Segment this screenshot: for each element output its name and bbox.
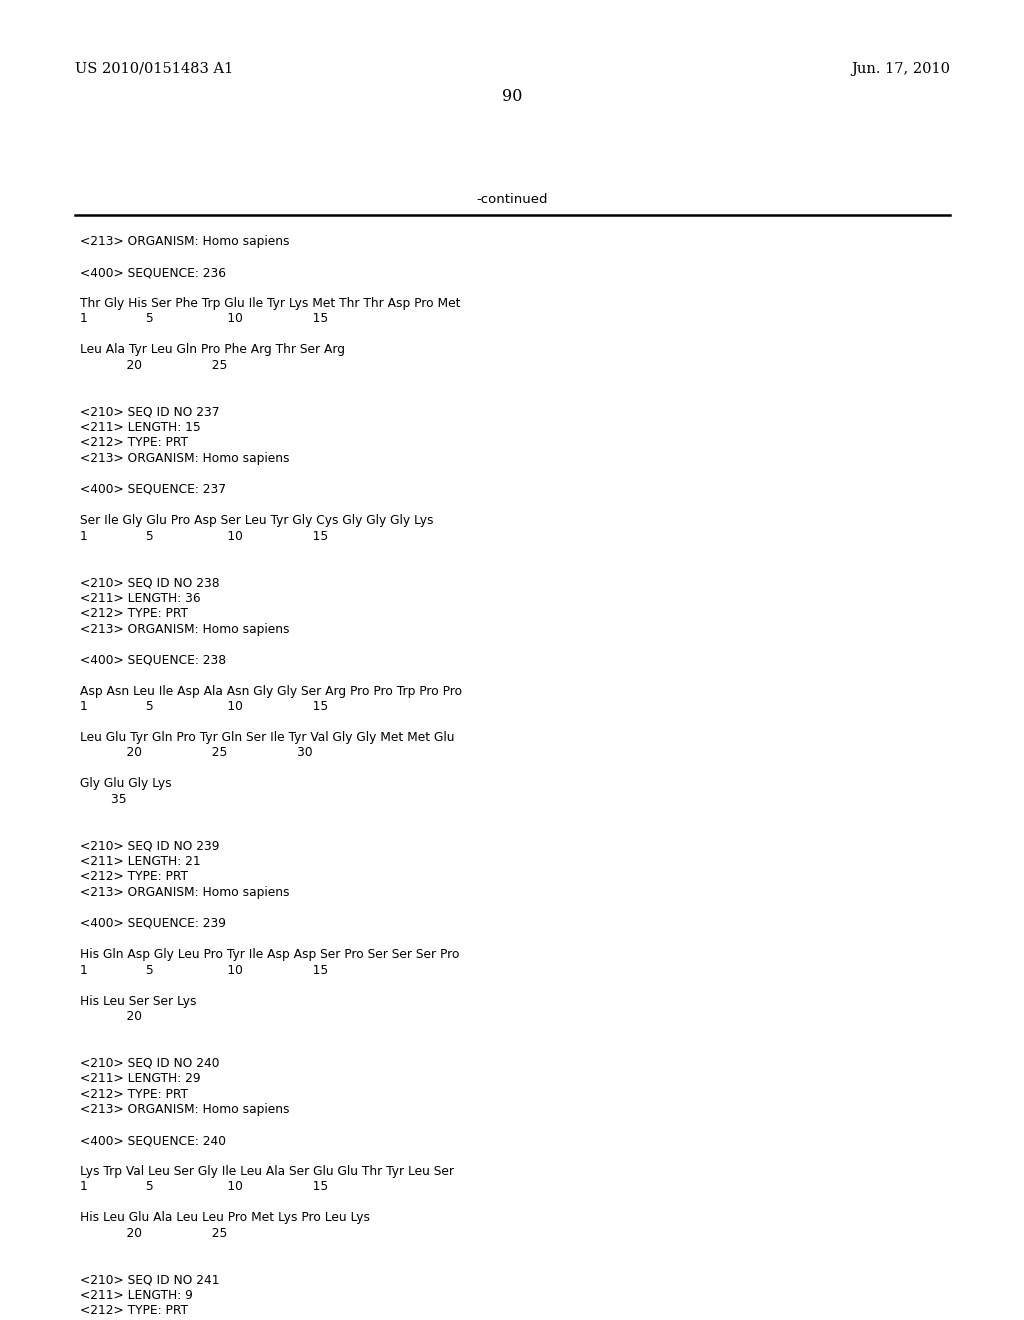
Text: Jun. 17, 2010: Jun. 17, 2010 (851, 62, 950, 77)
Text: <400> SEQUENCE: 238: <400> SEQUENCE: 238 (80, 653, 226, 667)
Text: <213> ORGANISM: Homo sapiens: <213> ORGANISM: Homo sapiens (80, 235, 290, 248)
Text: <400> SEQUENCE: 237: <400> SEQUENCE: 237 (80, 483, 226, 496)
Text: 1               5                   10                  15: 1 5 10 15 (80, 964, 329, 977)
Text: Lys Trp Val Leu Ser Gly Ile Leu Ala Ser Glu Glu Thr Tyr Leu Ser: Lys Trp Val Leu Ser Gly Ile Leu Ala Ser … (80, 1166, 454, 1177)
Text: 20                  25: 20 25 (80, 1228, 227, 1239)
Text: <211> LENGTH: 36: <211> LENGTH: 36 (80, 591, 201, 605)
Text: <211> LENGTH: 15: <211> LENGTH: 15 (80, 421, 201, 434)
Text: 1               5                   10                  15: 1 5 10 15 (80, 313, 329, 326)
Text: His Gln Asp Gly Leu Pro Tyr Ile Asp Asp Ser Pro Ser Ser Ser Pro: His Gln Asp Gly Leu Pro Tyr Ile Asp Asp … (80, 948, 460, 961)
Text: Gly Glu Gly Lys: Gly Glu Gly Lys (80, 777, 172, 791)
Text: <400> SEQUENCE: 236: <400> SEQUENCE: 236 (80, 267, 226, 279)
Text: 1               5                   10                  15: 1 5 10 15 (80, 1180, 329, 1193)
Text: <212> TYPE: PRT: <212> TYPE: PRT (80, 870, 188, 883)
Text: Leu Glu Tyr Gln Pro Tyr Gln Ser Ile Tyr Val Gly Gly Met Met Glu: Leu Glu Tyr Gln Pro Tyr Gln Ser Ile Tyr … (80, 731, 455, 744)
Text: <210> SEQ ID NO 237: <210> SEQ ID NO 237 (80, 405, 219, 418)
Text: 35: 35 (80, 793, 127, 807)
Text: <212> TYPE: PRT: <212> TYPE: PRT (80, 437, 188, 450)
Text: <400> SEQUENCE: 240: <400> SEQUENCE: 240 (80, 1134, 226, 1147)
Text: His Leu Ser Ser Lys: His Leu Ser Ser Lys (80, 994, 197, 1007)
Text: <213> ORGANISM: Homo sapiens: <213> ORGANISM: Homo sapiens (80, 886, 290, 899)
Text: <210> SEQ ID NO 239: <210> SEQ ID NO 239 (80, 840, 219, 853)
Text: <211> LENGTH: 21: <211> LENGTH: 21 (80, 855, 201, 869)
Text: <211> LENGTH: 9: <211> LENGTH: 9 (80, 1290, 193, 1302)
Text: US 2010/0151483 A1: US 2010/0151483 A1 (75, 62, 233, 77)
Text: His Leu Glu Ala Leu Leu Pro Met Lys Pro Leu Lys: His Leu Glu Ala Leu Leu Pro Met Lys Pro … (80, 1212, 370, 1225)
Text: <213> ORGANISM: Homo sapiens: <213> ORGANISM: Homo sapiens (80, 1104, 290, 1115)
Text: <210> SEQ ID NO 241: <210> SEQ ID NO 241 (80, 1274, 219, 1287)
Text: Thr Gly His Ser Phe Trp Glu Ile Tyr Lys Met Thr Thr Asp Pro Met: Thr Gly His Ser Phe Trp Glu Ile Tyr Lys … (80, 297, 461, 310)
Text: <213> ORGANISM: Homo sapiens: <213> ORGANISM: Homo sapiens (80, 451, 290, 465)
Text: <210> SEQ ID NO 240: <210> SEQ ID NO 240 (80, 1056, 219, 1069)
Text: 20: 20 (80, 1010, 142, 1023)
Text: 20                  25                  30: 20 25 30 (80, 747, 312, 759)
Text: 20                  25: 20 25 (80, 359, 227, 372)
Text: <212> TYPE: PRT: <212> TYPE: PRT (80, 1304, 188, 1317)
Text: 1               5                   10                  15: 1 5 10 15 (80, 700, 329, 713)
Text: <400> SEQUENCE: 239: <400> SEQUENCE: 239 (80, 917, 226, 931)
Text: <212> TYPE: PRT: <212> TYPE: PRT (80, 607, 188, 620)
Text: Leu Ala Tyr Leu Gln Pro Phe Arg Thr Ser Arg: Leu Ala Tyr Leu Gln Pro Phe Arg Thr Ser … (80, 343, 345, 356)
Text: <211> LENGTH: 29: <211> LENGTH: 29 (80, 1072, 201, 1085)
Text: 90: 90 (502, 88, 522, 106)
Text: 1               5                   10                  15: 1 5 10 15 (80, 529, 329, 543)
Text: <210> SEQ ID NO 238: <210> SEQ ID NO 238 (80, 576, 219, 589)
Text: Ser Ile Gly Glu Pro Asp Ser Leu Tyr Gly Cys Gly Gly Gly Lys: Ser Ile Gly Glu Pro Asp Ser Leu Tyr Gly … (80, 513, 433, 527)
Text: <213> ORGANISM: Homo sapiens: <213> ORGANISM: Homo sapiens (80, 623, 290, 635)
Text: <212> TYPE: PRT: <212> TYPE: PRT (80, 1088, 188, 1101)
Text: Asp Asn Leu Ile Asp Ala Asn Gly Gly Ser Arg Pro Pro Trp Pro Pro: Asp Asn Leu Ile Asp Ala Asn Gly Gly Ser … (80, 685, 462, 697)
Text: -continued: -continued (476, 193, 548, 206)
